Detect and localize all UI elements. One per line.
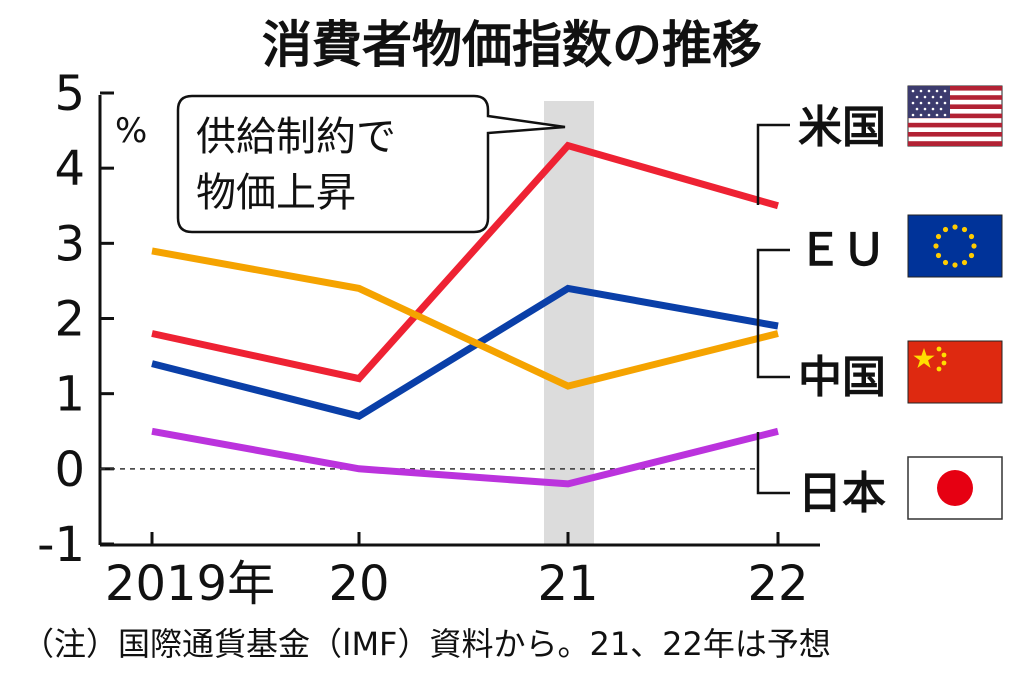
highlight-band-21	[544, 101, 594, 544]
us-flag-icon	[907, 85, 1003, 147]
connector-japan	[756, 432, 790, 495]
y-tick-label: 5	[54, 66, 85, 122]
footnote: （注）国際通貨基金（IMF）資料から。21、22年は予想	[22, 625, 831, 663]
series-line-2	[151, 247, 779, 390]
eu-star	[952, 262, 958, 268]
annotation-callout: 供給制約で物価上昇	[176, 94, 566, 234]
y-tick-label: 4	[54, 141, 85, 197]
connector-eu-china	[756, 248, 790, 379]
callout-box	[176, 94, 566, 234]
y-tick-label: 3	[54, 216, 85, 272]
japan-flag-icon	[907, 456, 1003, 520]
connector-us	[756, 123, 790, 205]
x-tick-label: 2019年	[105, 556, 275, 612]
eu-star	[933, 243, 939, 249]
y-tick-label: 0	[54, 442, 85, 498]
eu-star	[942, 259, 949, 266]
x-tick-label: 22	[747, 556, 808, 612]
china-flag-icon	[907, 340, 1003, 404]
eu-flag-icon	[907, 214, 1003, 278]
legend-label-japan: 日本	[798, 468, 886, 519]
series-line-3	[151, 427, 779, 488]
eu-star	[968, 252, 975, 259]
eu-star	[935, 233, 942, 240]
series-line-0	[151, 141, 779, 383]
legend-label-eu: ＥＵ	[798, 225, 886, 276]
legend-connectors	[756, 123, 790, 495]
eu-star	[935, 252, 942, 259]
unit-label: %	[115, 111, 147, 151]
legend-label-us: 米国	[798, 102, 886, 153]
legend-label-china: 中国	[798, 352, 886, 403]
eu-star	[952, 224, 958, 230]
eu-star	[942, 226, 949, 233]
series-lines	[151, 141, 779, 488]
eu-star	[968, 233, 975, 240]
eu-star	[961, 226, 968, 233]
y-tick-label: 1	[54, 367, 85, 423]
y-tick-label: -1	[37, 517, 85, 573]
eu-star	[971, 243, 977, 249]
series-line-1	[151, 284, 779, 420]
x-ticks: 2019年 20 21 22	[105, 532, 809, 612]
annotation-text: 供給制約で物価上昇	[196, 114, 396, 216]
y-ticks: -1 0 1 2 3 4 5	[37, 66, 114, 573]
eu-star	[961, 259, 968, 266]
x-tick-label: 20	[328, 556, 389, 612]
x-tick-label: 21	[537, 556, 598, 612]
y-tick-label: 2	[54, 292, 85, 348]
chart-title: 消費者物価指数の推移	[262, 16, 762, 74]
